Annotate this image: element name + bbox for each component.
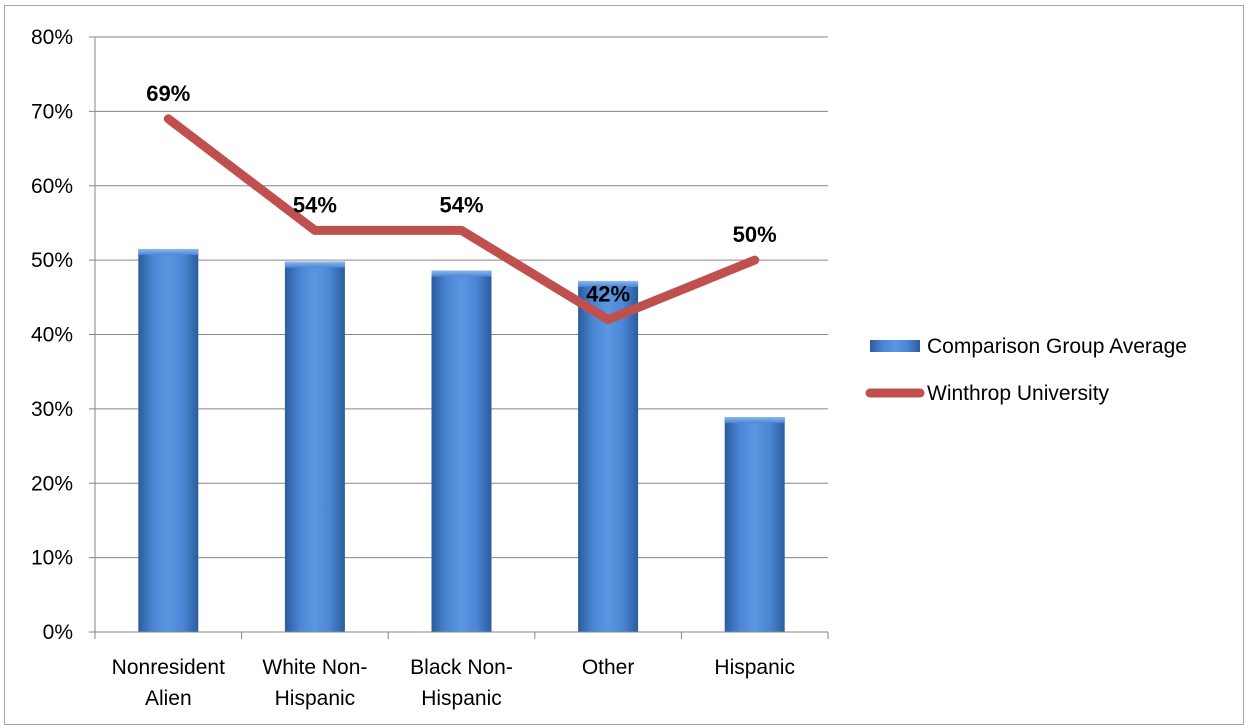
x-axis: Nonresident Alien White Non-Hispanic Black … (94, 631, 829, 710)
bar-top (284, 261, 345, 268)
bar-series (138, 248, 785, 632)
y-tick-label: 60% (31, 175, 73, 198)
legend-swatch-bar (870, 340, 920, 352)
bar (284, 261, 345, 632)
bar-top (578, 280, 639, 287)
grid-lines (95, 36, 828, 559)
bar-top (138, 248, 199, 255)
y-tick-label: 20% (31, 472, 73, 495)
bar-top (431, 270, 492, 277)
data-label: 42% (586, 282, 630, 307)
y-tick-label: 50% (31, 249, 73, 272)
y-tick-label: 30% (31, 398, 73, 421)
y-tick-label: 70% (31, 100, 73, 123)
x-tick-label: White Non-Hispanic (262, 656, 367, 710)
legend-label-winthrop: Winthrop University (927, 382, 1110, 405)
line-series (163, 114, 760, 325)
y-axis: 0% 10% 20% 30% 40% 50% 60% 70% 80% (31, 26, 96, 644)
bar (724, 417, 785, 632)
y-tick-label: 10% (31, 547, 73, 570)
y-tick-label: 0% (43, 621, 73, 644)
y-tick-label: 80% (31, 26, 73, 49)
legend-label-comparison: Comparison Group Average (927, 335, 1187, 358)
x-tick-label: Other (582, 656, 635, 679)
data-label: 54% (439, 192, 483, 217)
data-label: 54% (293, 192, 337, 217)
data-label: 69% (146, 81, 190, 106)
bar (431, 270, 492, 632)
bar (138, 248, 199, 632)
x-tick-label: Hispanic (714, 656, 795, 679)
data-labels: 69% 54% 54% 42% 50% (146, 81, 776, 307)
legend: Comparison Group Average Winthrop Univers… (865, 335, 1187, 405)
bar-top (724, 417, 785, 424)
x-tick-label: Nonresident Alien (112, 656, 225, 710)
y-tick-label: 40% (31, 324, 73, 347)
bar (578, 280, 639, 632)
data-label: 50% (733, 222, 777, 247)
x-tick-label: Black Non-Hispanic (410, 656, 513, 710)
